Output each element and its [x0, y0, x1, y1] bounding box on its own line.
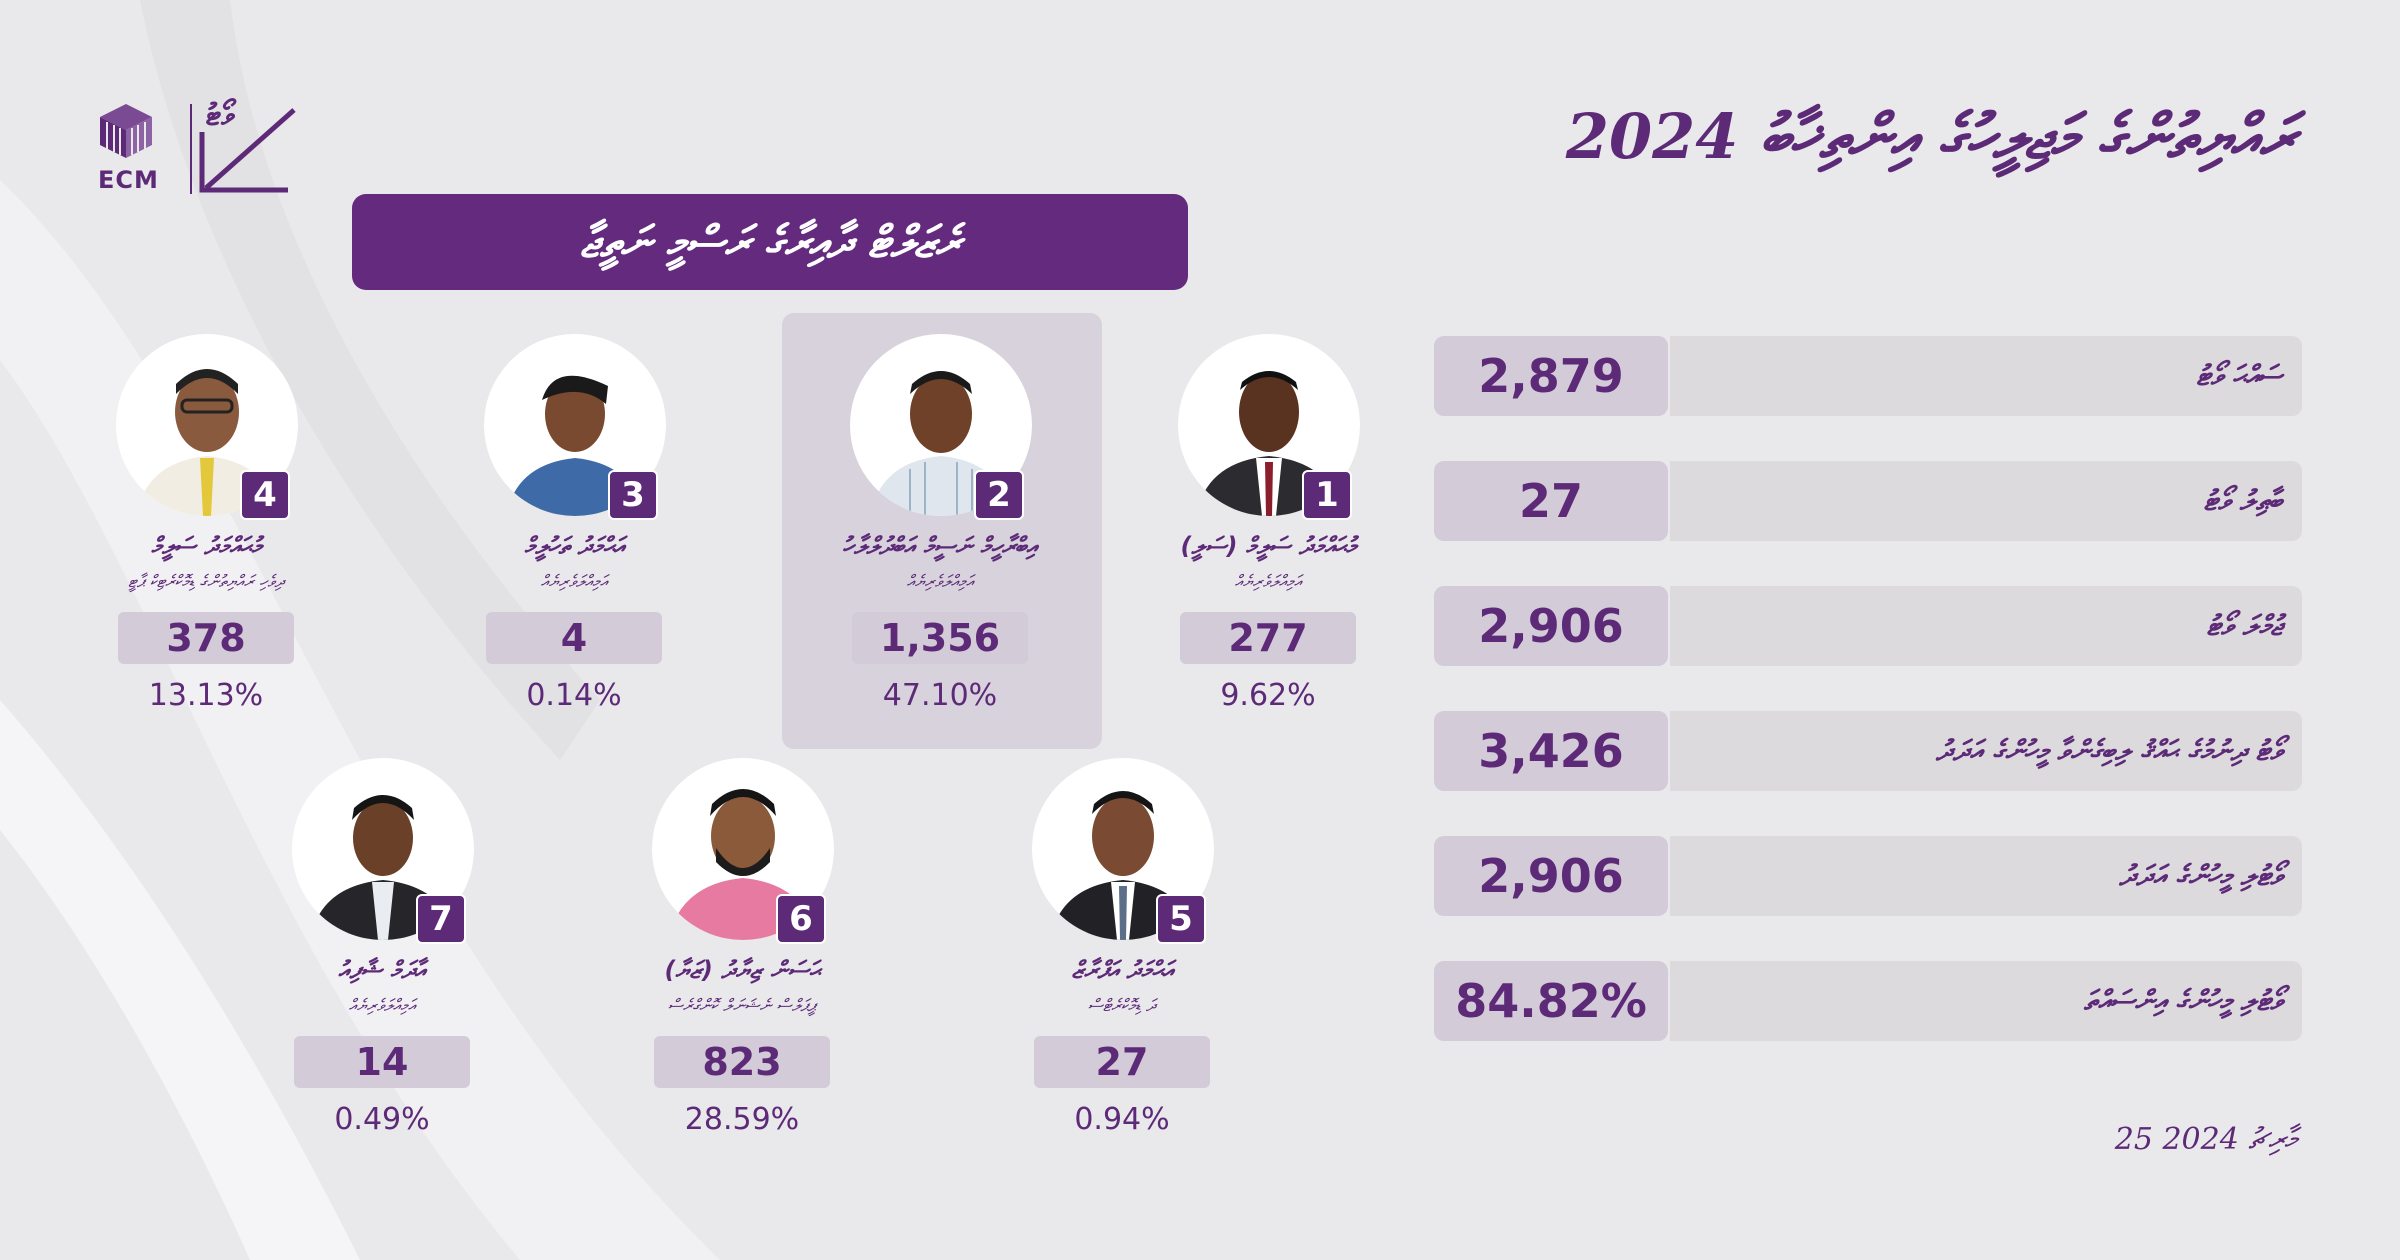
candidate-party: އަމިއްލަވެރިޔެއް	[906, 572, 974, 592]
candidate-number: 6	[776, 894, 826, 944]
candidate-votes: 27	[1034, 1036, 1210, 1088]
stat-value: 2,879	[1434, 336, 1668, 416]
candidate-card-4: 4 މުޙައްމަދު ސަލީމް ދިވެހި ރައްޔިތުންގެ …	[36, 334, 376, 713]
ecm-logo-text: ECM	[98, 166, 159, 194]
stat-value: 27	[1434, 461, 1668, 541]
stat-label-bg: ވޯޓު ދިނުމުގެ ޙައްޤު ލިބިގެންވާ މީހުންގެ…	[1670, 711, 2302, 791]
candidate-card-5: 5 އަޙްމަދު އަފްރާޒް ދަ ޑިމޮކްރެޓްސް 27 0…	[952, 758, 1292, 1137]
stat-label-bg: ވޯޓުލި މީހުންގެ އަދަދު	[1670, 836, 2302, 916]
candidate-number: 1	[1302, 470, 1352, 520]
date-text: 25 މާރިޗު 2024	[2114, 1122, 2296, 1157]
stat-row-invalid-votes: ބާޠިލު ވޯޓު 27	[1434, 461, 2302, 541]
candidate-percent: 13.13%	[148, 678, 264, 713]
candidate-number: 4	[240, 470, 290, 520]
stat-label: ޖުމްލަ ވޯޓު	[2206, 609, 2282, 642]
stat-label: ވޯޓުލި މީހުންގެ އިންސައްތަ	[2083, 984, 2282, 1017]
candidate-name: މުޙައްމަދު ސަލީމް (ސަލީ)	[1180, 532, 1356, 560]
candidate-number: 2	[974, 470, 1024, 520]
candidate-number: 5	[1156, 894, 1206, 944]
stat-label: ވޯޓުލި މީހުންގެ އަދަދު	[2119, 859, 2282, 892]
ecm-logo: ECM ވޯޓު	[96, 98, 306, 200]
candidate-name: އިބްރާހީމް ނަސީމް އަބްދުލްލާހު	[842, 532, 1038, 560]
page-title: ރައްޔިތުންގެ މަޖިލީހުގެ އިންތިޚާބު 2024	[1565, 100, 2296, 173]
candidate-name: އަޙްމަދު އަފްރާޒް	[1071, 956, 1173, 984]
stat-row-turnout: ވޯޓުލި މީހުންގެ އިންސައްތަ 84.82%	[1434, 961, 2302, 1041]
candidate-percent: 0.94%	[1074, 1102, 1170, 1137]
stat-row-total-votes: ޖުމްލަ ވޯޓު 2,906	[1434, 586, 2302, 666]
stat-row-valid-votes: ސައްޙަ ވޯޓު 2,879	[1434, 336, 2302, 416]
stat-label: ވޯޓު ދިނުމުގެ ޙައްޤު ލިބިގެންވާ މީހުންގެ…	[1935, 734, 2282, 767]
ecm-cube-icon	[100, 104, 152, 158]
result-banner: ރެޒަލްޓް ދާއިރާގެ ރަސްމީ ނަތީޖާ	[352, 194, 1188, 290]
candidate-name: އާދަމް ޝާފިއު	[338, 956, 426, 984]
candidate-party: ދިވެހި ރައްޔިތުންގެ ޑިމޮކްރެޓިކް ޕާޓީ	[128, 572, 284, 592]
candidate-name: އަޙްމަދު ތަހުލީމް	[524, 532, 624, 560]
candidate-party: އަމިއްލަވެރިޔެއް	[348, 996, 416, 1016]
candidate-votes: 1,356	[852, 612, 1028, 664]
candidate-party: އަމިއްލަވެރިޔެއް	[540, 572, 608, 592]
stat-label-bg: ސައްޙަ ވޯޓު	[1670, 336, 2302, 416]
candidate-card-6: 6 ޙަސަން ޒިޔާދު (ޒަޔާ) ޕީޕަލްސް ނެޝަނަލް…	[572, 758, 912, 1137]
stat-row-voters: ވޯޓުލި މީހުންގެ އަދަދު 2,906	[1434, 836, 2302, 916]
stat-label-bg: ޖުމްލަ ވޯޓު	[1670, 586, 2302, 666]
candidate-number: 3	[608, 470, 658, 520]
stat-value: 2,906	[1434, 586, 1668, 666]
candidate-votes: 277	[1180, 612, 1356, 664]
banner-text: ރެޒަލްޓް ދާއިރާގެ ރަސްމީ ނަތީޖާ	[580, 216, 960, 268]
candidate-votes: 823	[654, 1036, 830, 1088]
stat-label: ބާޠިލު ވޯޓު	[2203, 484, 2282, 517]
candidate-votes: 4	[486, 612, 662, 664]
candidate-percent: 9.62%	[1220, 678, 1316, 713]
candidate-party: ދަ ޑިމޮކްރެޓްސް	[1087, 996, 1157, 1016]
stat-value: 84.82%	[1434, 961, 1668, 1041]
candidate-percent: 0.49%	[334, 1102, 430, 1137]
stat-value: 3,426	[1434, 711, 1668, 791]
candidate-votes: 378	[118, 612, 294, 664]
candidate-card-3: 3 އަޙްމަދު ތަހުލީމް އަމިއްލަވެރިޔެއް 4 0…	[404, 334, 744, 713]
candidate-votes: 14	[294, 1036, 470, 1088]
candidate-card-1: 1 މުޙައްމަދު ސަލީމް (ސަލީ) އަމިއްލަވެރިޔ…	[1098, 334, 1438, 713]
logo-word: ވޯޓު	[206, 98, 235, 133]
stat-value: 2,906	[1434, 836, 1668, 916]
stat-label-bg: ވޯޓުލި މީހުންގެ އިންސައްތަ	[1670, 961, 2302, 1041]
candidate-card-2: 2 އިބްރާހީމް ނަސީމް އަބްދުލްލާހު އަމިއްލ…	[770, 334, 1110, 713]
candidate-name: ޙަސަން ޒިޔާދު (ޒަޔާ)	[664, 956, 820, 984]
ballot-check-icon	[199, 108, 296, 193]
candidate-name: މުޙައްމަދު ސަލީމް	[151, 532, 261, 560]
candidate-party: ޕީޕަލްސް ނެޝަނަލް ކޮންގްރެސް	[667, 996, 817, 1016]
stat-label: ސައްޙަ ވޯޓު	[2196, 359, 2282, 392]
logo-divider	[190, 104, 192, 194]
stat-row-eligible-voters: ވޯޓު ދިނުމުގެ ޙައްޤު ލިބިގެންވާ މީހުންގެ…	[1434, 711, 2302, 791]
candidate-party: އަމިއްލަވެރިޔެއް	[1234, 572, 1302, 592]
candidate-percent: 0.14%	[526, 678, 622, 713]
candidate-number: 7	[416, 894, 466, 944]
candidate-percent: 28.59%	[684, 1102, 800, 1137]
candidate-percent: 47.10%	[882, 678, 998, 713]
candidate-card-7: 7 އާދަމް ޝާފިއު އަމިއްލަވެރިޔެއް 14 0.49…	[212, 758, 552, 1137]
stat-label-bg: ބާޠިލު ވޯޓު	[1670, 461, 2302, 541]
